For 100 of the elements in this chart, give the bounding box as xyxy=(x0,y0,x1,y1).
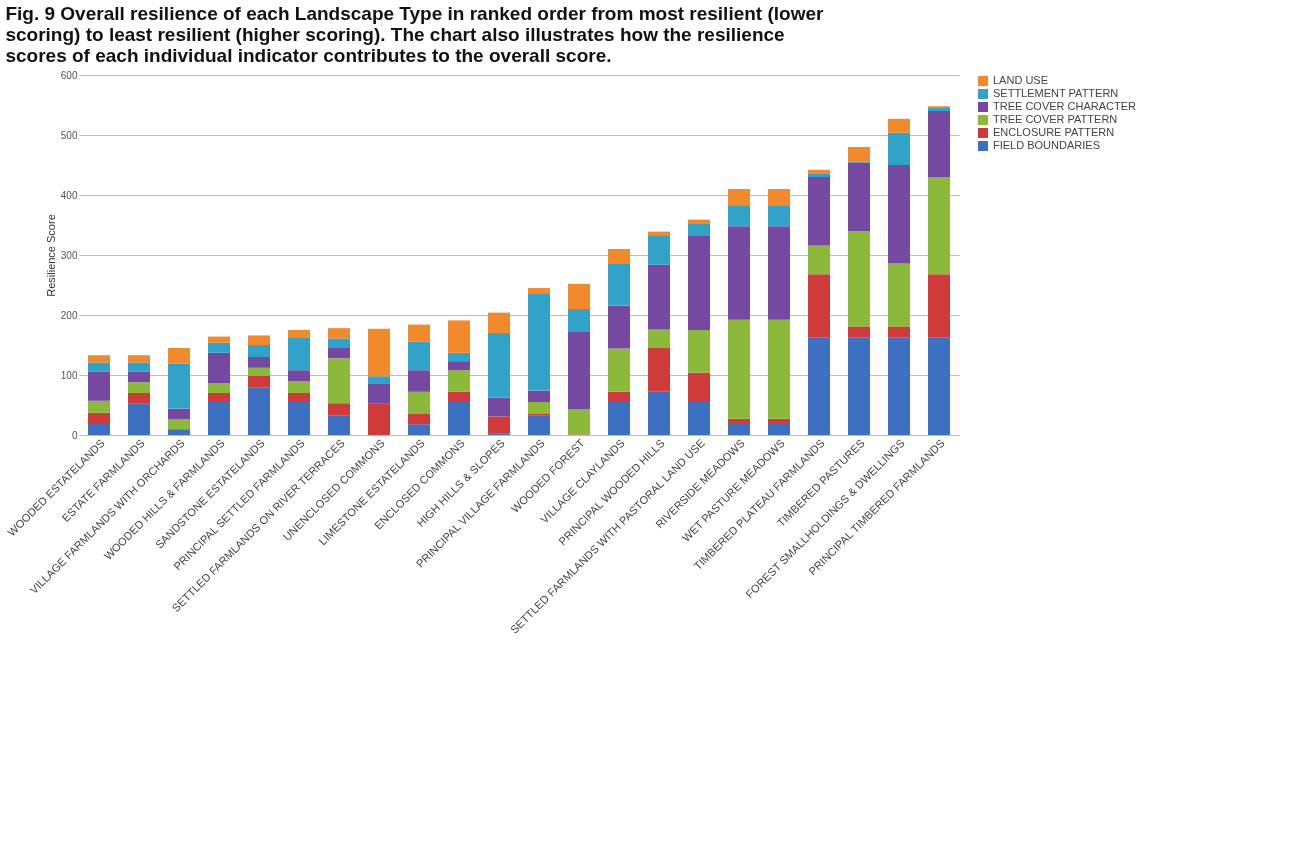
bar xyxy=(448,370,470,392)
y-tick-label: 500 xyxy=(60,129,78,141)
bar xyxy=(208,352,230,384)
bar xyxy=(128,393,150,404)
bar xyxy=(328,348,350,359)
bar xyxy=(448,361,470,371)
bar xyxy=(368,376,390,384)
bar xyxy=(168,348,190,364)
bar xyxy=(688,330,710,373)
bar xyxy=(488,312,510,333)
y-tick-label: 0 xyxy=(71,429,78,441)
bar xyxy=(888,118,910,133)
bar xyxy=(608,391,630,402)
bar xyxy=(928,274,950,338)
bar xyxy=(848,231,870,327)
bar xyxy=(528,390,550,402)
bar xyxy=(728,205,750,227)
bar xyxy=(768,226,790,320)
bar xyxy=(448,352,470,362)
bar xyxy=(528,294,550,391)
bar xyxy=(248,357,270,368)
bar xyxy=(408,324,430,342)
bar xyxy=(88,355,110,363)
legend-label: SETTLEMENT PATTERN xyxy=(993,87,1119,99)
bar xyxy=(128,355,150,363)
bar xyxy=(88,400,110,413)
bar xyxy=(128,403,150,435)
bar xyxy=(128,371,150,383)
y-tick-label: 100 xyxy=(60,369,78,381)
bar xyxy=(488,397,510,417)
bar xyxy=(88,371,110,401)
bar xyxy=(568,309,590,332)
legend-label: TREE COVER PATTERN xyxy=(993,113,1118,125)
bar xyxy=(528,288,550,294)
bar xyxy=(688,223,710,236)
legend-label: TREE COVER CHARACTER xyxy=(993,100,1137,112)
bar xyxy=(488,333,510,398)
bar xyxy=(728,423,750,435)
bar xyxy=(448,391,470,402)
bar xyxy=(328,358,350,404)
legend-label: LAND USE xyxy=(993,74,1049,86)
bar xyxy=(848,147,870,162)
bar xyxy=(288,337,310,371)
bar xyxy=(608,249,630,264)
bar xyxy=(528,415,550,435)
bar xyxy=(808,174,830,177)
bar xyxy=(248,367,270,376)
bar xyxy=(768,423,790,435)
bar xyxy=(768,319,790,419)
bar xyxy=(128,382,150,393)
bar xyxy=(808,245,830,275)
bar xyxy=(208,402,230,435)
bar xyxy=(648,348,670,392)
bar xyxy=(768,189,790,206)
bar xyxy=(728,418,750,423)
bar xyxy=(888,263,910,327)
y-tick-label: 300 xyxy=(60,249,78,261)
bar xyxy=(408,370,430,392)
bar xyxy=(208,342,230,353)
bar xyxy=(728,189,750,206)
bar xyxy=(928,177,950,275)
bar xyxy=(568,331,590,410)
bar xyxy=(168,363,190,409)
bar xyxy=(808,274,830,338)
bar xyxy=(288,393,310,402)
bar xyxy=(368,403,390,435)
bar xyxy=(408,391,430,414)
bar xyxy=(168,408,190,420)
y-tick-label: 200 xyxy=(60,309,78,321)
bar xyxy=(328,415,350,435)
bar xyxy=(568,409,590,435)
bar xyxy=(608,264,630,306)
bar xyxy=(408,414,430,425)
bar xyxy=(648,235,670,265)
bar xyxy=(208,393,230,402)
bar xyxy=(248,375,270,388)
bar xyxy=(728,319,750,419)
bar xyxy=(848,162,870,231)
bar xyxy=(608,348,630,392)
bar xyxy=(608,305,630,349)
bar xyxy=(648,329,670,348)
bar xyxy=(128,362,150,372)
bar xyxy=(688,402,710,435)
bar xyxy=(168,429,190,435)
bar xyxy=(888,165,910,264)
bar xyxy=(288,370,310,381)
bar xyxy=(608,402,630,435)
bar xyxy=(448,402,470,435)
bar xyxy=(168,419,190,429)
bar xyxy=(688,372,710,402)
bar xyxy=(688,235,710,330)
bar xyxy=(648,391,670,435)
bar xyxy=(888,132,910,165)
bar xyxy=(288,402,310,435)
bar xyxy=(728,226,750,320)
bar xyxy=(928,111,950,177)
bar xyxy=(328,328,350,339)
y-tick-label: 400 xyxy=(60,189,78,201)
bar xyxy=(328,403,350,416)
bar xyxy=(408,341,430,371)
